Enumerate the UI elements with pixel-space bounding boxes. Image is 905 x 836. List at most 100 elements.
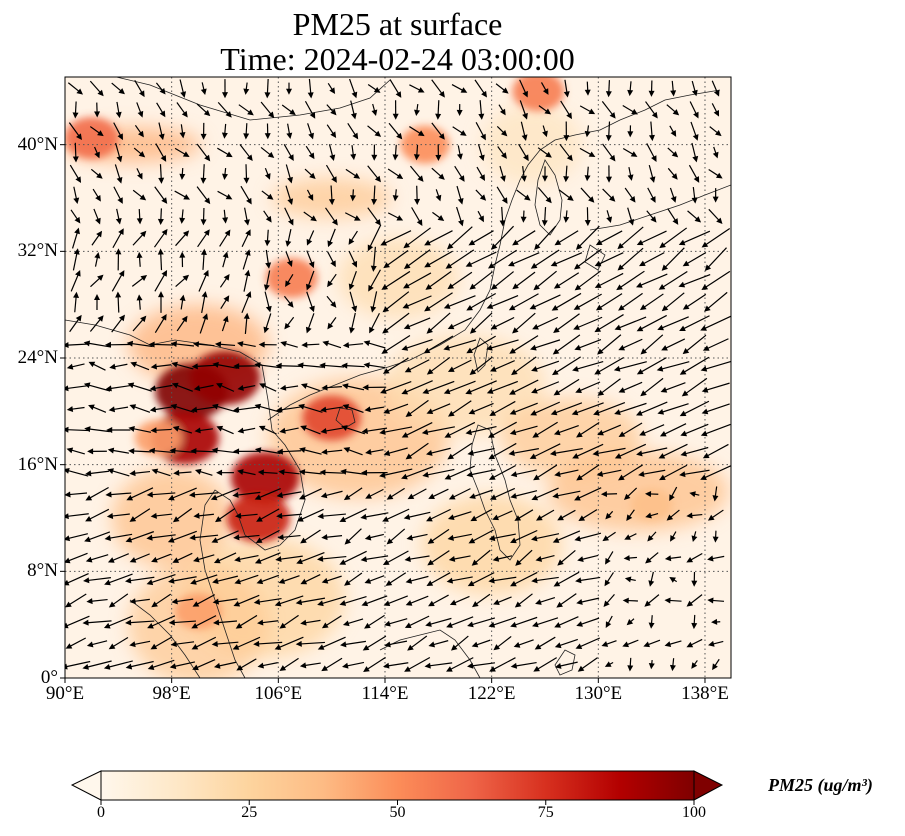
wind-arrow (701, 227, 731, 248)
wind-arrow (435, 189, 442, 202)
wind-arrow (69, 164, 82, 184)
wind-arrow (475, 122, 486, 141)
wind-arrow (339, 550, 367, 565)
wind-arrow (618, 338, 643, 351)
wind-arrow (636, 314, 667, 332)
wind-arrow (175, 274, 190, 288)
wind-arrow (424, 662, 453, 669)
wind-arrow (660, 382, 686, 393)
wind-arrow (297, 508, 324, 522)
wind-arrow (72, 142, 79, 163)
lon-tick-label: 138°E (681, 683, 729, 704)
wind-arrow (689, 101, 699, 119)
wind-arrow (257, 662, 278, 669)
wind-arrow (701, 382, 730, 393)
wind-arrow (361, 469, 388, 476)
wind-arrow (679, 469, 710, 478)
wind-arrow (361, 595, 388, 607)
wind-arrow (686, 552, 703, 563)
wind-arrow (136, 294, 143, 310)
wind-arrow (219, 229, 231, 247)
wind-arrow (260, 101, 275, 119)
wind-arrow (702, 443, 729, 459)
wind-arrow (285, 273, 294, 288)
wind-arrow (298, 403, 323, 413)
wind-arrow (66, 363, 85, 370)
wind-arrow (679, 315, 710, 331)
wind-arrow (670, 80, 677, 97)
wind-arrow (601, 101, 616, 119)
pm25-hotspot (512, 77, 565, 112)
wind-arrow (468, 529, 494, 544)
wind-arrow (559, 143, 573, 162)
wind-arrow (627, 81, 634, 97)
wind-arrow (191, 615, 217, 629)
wind-arrow (447, 442, 473, 460)
wind-arrow (535, 596, 556, 605)
wind-arrow (597, 334, 622, 355)
wind-arrow (71, 227, 80, 249)
wind-arrow (216, 383, 235, 392)
wind-arrow (94, 294, 101, 310)
wind-arrow (65, 637, 87, 649)
wind-arrow (365, 448, 384, 455)
wind-arrow (432, 211, 445, 221)
wind-arrow (554, 661, 578, 669)
wind-arrow (691, 614, 698, 630)
wind-arrow (220, 295, 230, 310)
wind-arrow (425, 270, 452, 290)
wind-arrow (179, 251, 186, 268)
wind-arrow (602, 188, 616, 202)
wind-arrow (530, 401, 560, 416)
wind-arrow (367, 207, 381, 226)
wind-arrow (365, 488, 384, 499)
wind-arrow (712, 658, 720, 671)
wind-arrow (89, 80, 104, 97)
wind-arrow (682, 251, 707, 267)
wind-arrow (235, 614, 258, 629)
wind-arrow (320, 406, 344, 413)
wind-arrow (216, 425, 234, 435)
wind-arrow (219, 274, 230, 288)
wind-arrow (513, 639, 534, 648)
wind-arrow (115, 101, 122, 119)
wind-arrow (276, 491, 302, 499)
wind-arrow (466, 292, 496, 311)
wind-arrow (466, 469, 496, 478)
wind-arrow (169, 447, 196, 454)
lat-tick-label: 8°N (27, 560, 58, 582)
wind-arrow (321, 575, 342, 584)
wind-arrow (326, 295, 337, 308)
wind-arrow (574, 487, 602, 501)
wind-arrow (558, 189, 574, 201)
wind-arrow (89, 315, 104, 332)
wind-arrow (613, 361, 647, 372)
wind-arrow (170, 403, 195, 413)
wind-arrow (125, 660, 154, 670)
wind-arrow (83, 577, 111, 584)
wind-arrow (600, 491, 618, 498)
wind-arrow (167, 487, 197, 501)
wind-arrow (285, 164, 293, 184)
wind-arrow (385, 572, 407, 586)
wind-arrow (176, 102, 188, 118)
wind-arrow (222, 251, 229, 268)
wind-arrow (392, 189, 399, 202)
wind-arrow (305, 145, 315, 160)
wind-arrow (322, 340, 342, 349)
wind-arrow (592, 447, 626, 457)
wind-arrow (170, 341, 195, 348)
wind-arrow (549, 447, 583, 457)
wind-arrow (380, 230, 412, 246)
wind-arrow (104, 341, 132, 348)
wind-arrow (691, 142, 699, 163)
wind-arrow (72, 101, 79, 119)
wind-arrow (265, 249, 272, 269)
wind-arrow (682, 293, 707, 310)
wind-arrow (342, 404, 364, 413)
wind-arrow (210, 487, 240, 501)
wind-arrow (424, 230, 453, 246)
wind-arrow (465, 380, 497, 395)
wind-arrow (155, 82, 166, 95)
wind-arrow (367, 165, 381, 183)
